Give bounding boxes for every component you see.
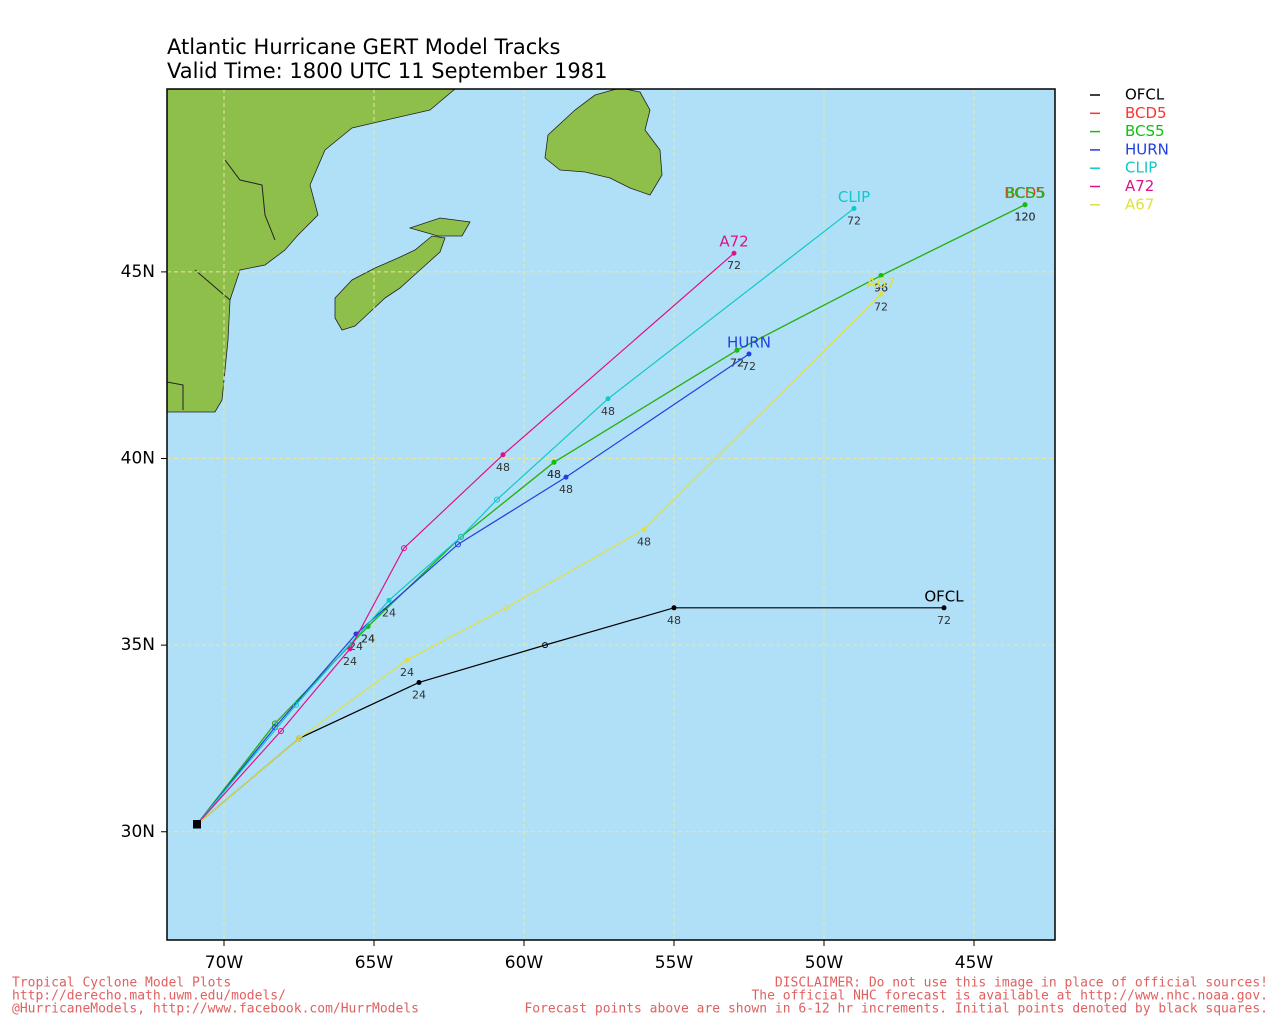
x-tick-label: 50W <box>805 953 844 973</box>
footer-right: Forecast points above are shown in 6-12 … <box>524 1002 1268 1017</box>
y-tick-label: 45N <box>121 262 155 282</box>
track-name: A72 <box>719 233 748 251</box>
track-name: OFCL <box>924 587 964 605</box>
forecast-hour: 120 <box>1015 211 1036 224</box>
forecast-point <box>503 604 509 611</box>
initial-point <box>193 820 201 829</box>
legend-label: BCS5 <box>1125 122 1165 140</box>
forecast-point <box>878 273 884 279</box>
x-tick-label: 60W <box>505 953 544 973</box>
forecast-point <box>296 735 302 742</box>
track-line <box>196 252 735 825</box>
x-tick-label: 70W <box>205 953 244 973</box>
forecast-hour: 48 <box>667 614 681 627</box>
forecast-hour: 24 <box>412 688 426 701</box>
legend-label: HURN <box>1125 140 1169 158</box>
forecast-point <box>605 396 611 402</box>
forecast-hour: 96 <box>874 282 888 295</box>
forecast-point <box>458 533 464 540</box>
forecast-point <box>731 250 737 256</box>
forecast-point <box>494 496 500 503</box>
forecast-hour: 72 <box>937 614 951 627</box>
forecast-hour: 120 <box>1015 211 1036 224</box>
forecast-point <box>455 541 461 548</box>
forecast-point <box>551 459 557 465</box>
forecast-hour: 24 <box>361 632 375 645</box>
forecast-hour: 72 <box>847 214 861 227</box>
y-tick-label: 30N <box>121 822 155 842</box>
track-name: BCS5 <box>1005 184 1045 202</box>
forecast-hour: 48 <box>496 461 510 474</box>
legend-label: OFCL <box>1125 86 1165 104</box>
track-line <box>196 353 750 825</box>
track-line <box>196 204 1026 825</box>
legend-label: A72 <box>1125 177 1154 195</box>
track-name: CLIP <box>838 188 870 206</box>
forecast-hour: 72 <box>742 360 756 373</box>
forecast-hour: 72 <box>727 259 741 272</box>
forecast-point <box>563 474 569 480</box>
x-tick-label: 45W <box>955 953 994 973</box>
land <box>167 89 663 413</box>
forecast-point <box>671 605 677 611</box>
forecast-hour: 24 <box>361 632 375 645</box>
forecast-hour: 24 <box>400 666 414 679</box>
legend-label: CLIP <box>1125 159 1157 177</box>
forecast-hour: 24 <box>382 606 396 619</box>
y-tick-label: 40N <box>121 449 155 469</box>
forecast-point <box>851 205 857 211</box>
forecast-point <box>542 642 548 649</box>
legend-label: BCD5 <box>1125 104 1167 122</box>
track-name: A67 <box>866 274 895 292</box>
forecast-hour: 48 <box>547 468 561 481</box>
legend-label: A67 <box>1125 195 1154 213</box>
forecast-point <box>404 657 410 663</box>
forecast-hour: 96 <box>874 282 888 295</box>
footer-left: http://derecho.math.uwm.edu/models/ <box>12 989 286 1004</box>
footer-right: The official NHC forecast is available a… <box>751 989 1268 1004</box>
x-tick-label: 55W <box>655 953 694 973</box>
footer-right: DISCLAIMER: Do not use this image in pla… <box>775 976 1268 991</box>
forecast-point <box>878 291 884 297</box>
forecast-hour: 72 <box>874 300 888 313</box>
footer-left: Tropical Cyclone Model Plots <box>12 976 231 991</box>
forecast-point <box>347 646 353 652</box>
ocean <box>167 89 1055 940</box>
grid: 70W 65W 60W 55W 50W 45W 30N 35N 40N 45N <box>121 89 1055 973</box>
forecast-hour: 48 <box>559 483 573 496</box>
forecast-point <box>386 597 392 603</box>
forecast-point <box>278 727 284 734</box>
x-tick-label: 65W <box>355 953 394 973</box>
forecast-point <box>1022 202 1028 208</box>
forecast-point <box>734 347 740 353</box>
subtitle: Valid Time: 1800 UTC 11 September 1981 <box>167 59 607 83</box>
forecast-point <box>641 526 647 532</box>
forecast-point <box>401 545 407 552</box>
y-tick-label: 35N <box>121 635 155 655</box>
plot-frame <box>166 88 1056 941</box>
track-name: BCD5 <box>1004 184 1046 202</box>
forecast-point <box>500 452 506 458</box>
forecast-hour: 24 <box>343 655 357 668</box>
forecast-point <box>941 605 947 611</box>
forecast-hour: 48 <box>547 468 561 481</box>
track-line <box>196 293 882 825</box>
footer-left: @HurricaneModels, http://www.facebook.co… <box>12 1002 419 1017</box>
track-name: HURN <box>727 334 771 352</box>
title: Atlantic Hurricane GERT Model Tracks <box>167 35 560 59</box>
forecast-point <box>746 351 752 357</box>
forecast-point <box>293 701 299 708</box>
forecast-hour: 48 <box>601 405 615 418</box>
forecast-point <box>416 679 422 685</box>
footer: Tropical Cyclone Model Plotshttp://derec… <box>12 976 1268 1017</box>
forecast-hour: 48 <box>637 535 651 548</box>
